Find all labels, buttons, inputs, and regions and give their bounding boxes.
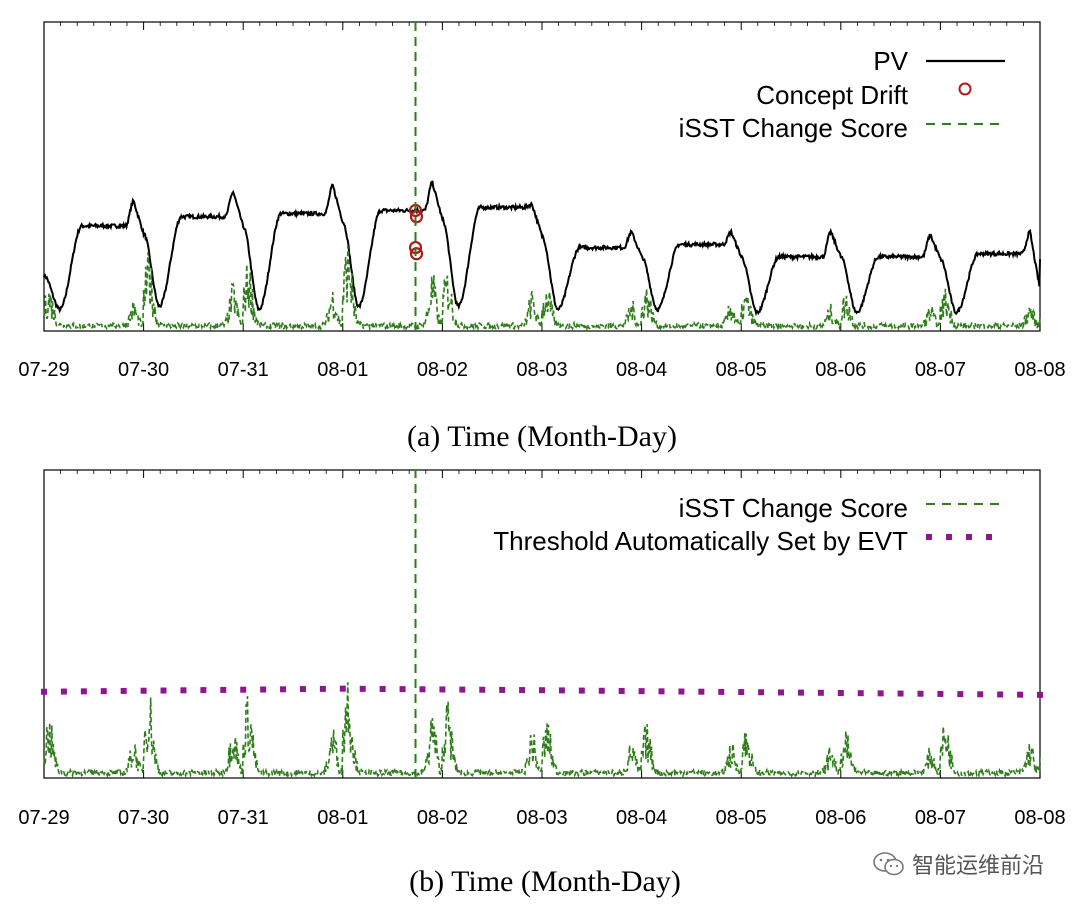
chart-b-caption: (b) Time (Month-Day) — [409, 865, 681, 898]
x-tick-label: 08-08 — [1014, 807, 1065, 829]
threshold-dot — [439, 686, 446, 693]
threshold-dot — [698, 688, 705, 695]
watermark: 智能运维前沿 — [872, 848, 1044, 880]
x-tick-label: 08-02 — [417, 807, 468, 829]
threshold-dot — [419, 686, 426, 693]
threshold-dot — [280, 686, 287, 693]
isst-score-line — [43, 682, 1041, 779]
threshold-dot — [299, 686, 306, 693]
threshold-dot — [977, 691, 984, 698]
threshold-dot — [857, 690, 864, 697]
threshold-dot — [359, 685, 366, 692]
threshold-dot — [479, 686, 486, 693]
legend-label-pv: PV — [873, 46, 908, 76]
legend-swatch-concept-drift — [958, 82, 972, 96]
x-tick-label: 08-07 — [915, 807, 966, 829]
x-tick-label: 08-06 — [815, 359, 866, 381]
legend-label-threshold: Threshold Automatically Set by EVT — [493, 526, 908, 556]
threshold-dot — [319, 685, 326, 692]
threshold-dot — [180, 687, 187, 694]
threshold-dot — [658, 688, 665, 695]
threshold-dot — [339, 685, 346, 692]
threshold-dot — [240, 686, 247, 693]
x-tick-label: 07-31 — [218, 807, 269, 829]
threshold-dot — [379, 685, 386, 692]
x-tick-label: 08-04 — [616, 359, 667, 381]
x-tick-label: 08-03 — [516, 807, 567, 829]
threshold-dot — [837, 689, 844, 696]
x-tick-label: 08-07 — [915, 359, 966, 381]
wechat-icon — [873, 852, 904, 876]
chart-b-legend: iSST Change Score Threshold Automaticall… — [493, 493, 1005, 556]
threshold-dot — [817, 689, 824, 696]
threshold-dot — [797, 689, 804, 696]
threshold-dot — [997, 691, 1004, 698]
threshold-dot — [738, 689, 745, 696]
x-tick-label: 07-31 — [218, 359, 269, 381]
threshold-dot — [80, 688, 87, 695]
threshold-dot — [957, 691, 964, 698]
chart-b: 07-29 07-30 07-31 08-01 08-02 08-03 08-04 08-05… — [18, 469, 1066, 898]
threshold-dot — [519, 687, 526, 694]
legend-label-isst-score-b: iSST Change Score — [679, 493, 908, 523]
x-tick-label: 07-29 — [18, 807, 69, 829]
threshold-dot — [260, 686, 267, 693]
chart-a-plot-area — [43, 22, 1041, 332]
chart-a-caption: (a) Time (Month-Day) — [407, 420, 677, 453]
threshold-dot — [877, 690, 884, 697]
threshold-dot — [200, 687, 207, 694]
threshold-dot — [399, 686, 406, 693]
x-tick-label: 08-04 — [616, 807, 667, 829]
chart-a-ticks — [43, 22, 1041, 331]
x-tick-label: 08-01 — [317, 359, 368, 381]
x-tick-label: 07-29 — [18, 359, 69, 381]
threshold-dot — [678, 688, 685, 695]
legend-label-isst-score: iSST Change Score — [679, 113, 908, 143]
threshold-dot — [160, 687, 167, 694]
chart-b-plot-area — [41, 470, 1043, 779]
x-tick-label: 07-30 — [118, 359, 169, 381]
threshold-dot — [539, 687, 545, 694]
x-tick-label: 08-01 — [317, 807, 368, 829]
x-tick-label: 07-30 — [118, 807, 169, 829]
threshold-dot — [120, 687, 127, 694]
chart-b-tick-labels: 07-29 07-30 07-31 08-01 08-02 08-03 08-04 08-05… — [18, 807, 1065, 829]
threshold-dot — [60, 688, 67, 695]
watermark-text: 智能运维前沿 — [911, 854, 1044, 879]
x-tick-label: 08-02 — [417, 359, 468, 381]
threshold-dot — [100, 688, 107, 695]
threshold-dot — [499, 686, 506, 693]
threshold-dot — [459, 686, 466, 693]
x-tick-label: 08-06 — [815, 807, 866, 829]
chart-a-tick-labels: 07-29 07-30 07-31 08-01 08-02 08-03 08-04 08-05… — [18, 359, 1065, 381]
threshold-dot — [220, 686, 227, 693]
threshold-dot — [1037, 691, 1043, 698]
x-tick-label: 08-03 — [516, 359, 567, 381]
threshold-dot — [140, 687, 147, 694]
x-tick-label: 08-05 — [716, 807, 767, 829]
chart-a-legend: PV Concept Drift iSST Change Score — [679, 46, 1005, 143]
threshold-dot — [897, 690, 904, 697]
x-tick-label: 08-08 — [1014, 359, 1065, 381]
threshold-dot — [917, 690, 924, 697]
isst-score-line — [43, 245, 1041, 332]
threshold-dot — [598, 687, 605, 694]
legend-label-concept-drift: Concept Drift — [756, 80, 908, 110]
threshold-dot — [638, 688, 645, 695]
threshold-dot — [778, 689, 785, 696]
threshold-dot — [618, 687, 625, 694]
chart-a: 07-29 07-30 07-31 08-01 08-02 08-03 08-04 08-05… — [18, 21, 1066, 453]
threshold-dot — [718, 688, 725, 695]
x-tick-label: 08-05 — [716, 359, 767, 381]
threshold-dot — [937, 690, 944, 697]
threshold-dot — [558, 687, 565, 694]
threshold-dot — [578, 687, 585, 694]
threshold-dot — [41, 688, 47, 695]
threshold-dot — [758, 689, 765, 696]
threshold-dot — [1017, 691, 1024, 698]
pv-series-line — [43, 180, 1041, 317]
